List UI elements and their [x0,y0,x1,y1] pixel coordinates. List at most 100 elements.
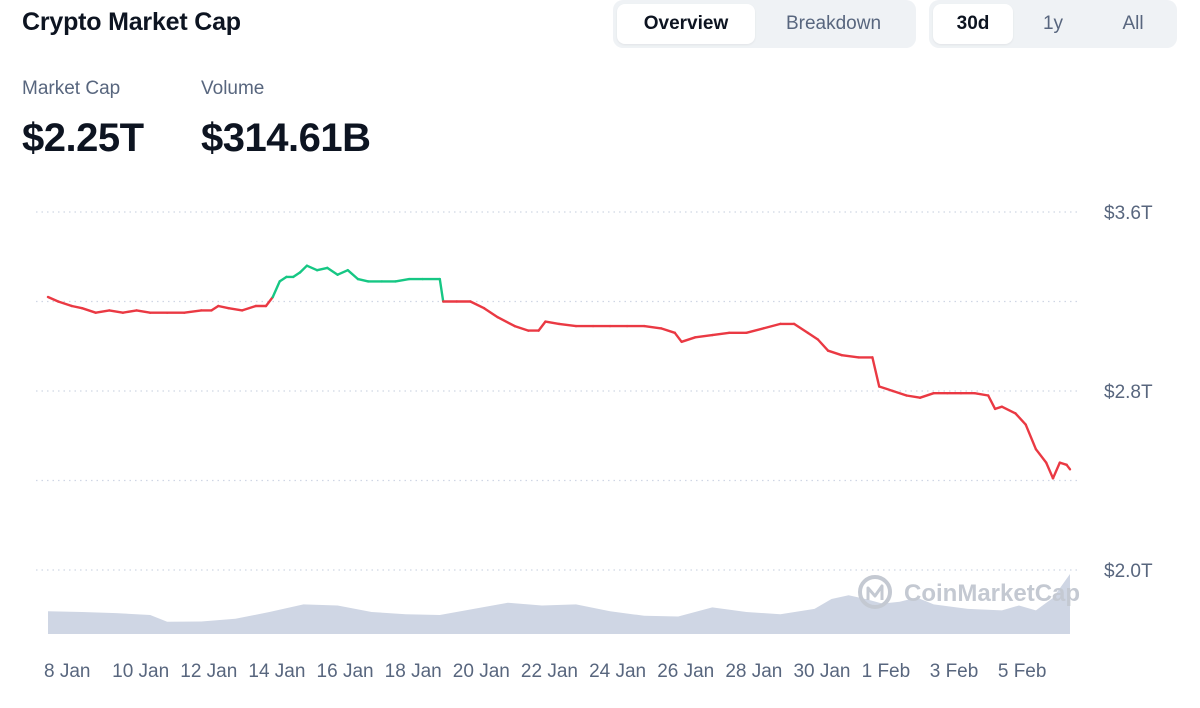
tab-breakdown[interactable]: Breakdown [785,13,882,34]
x-tick-label: 5 Feb [998,661,1047,682]
coinmarketcap-logo-icon [858,575,892,609]
line-segment [496,316,516,328]
line-segment [905,394,922,399]
line-segment [336,269,349,276]
x-tick-label: 24 Jan [589,661,646,682]
volume-area-path [48,574,1070,634]
line-segment [711,331,731,337]
line-segment [1034,448,1048,464]
line-segment [816,338,830,352]
y-tick-label: $3.6T [1104,203,1153,224]
line-segment [46,295,60,303]
x-tick-label: 3 Feb [930,661,979,682]
line-segment [94,309,111,314]
line-segment [973,392,990,397]
line-segment [438,277,445,303]
volume-area [48,574,1070,634]
tab-overview[interactable]: Overview [617,4,755,44]
line-segment [792,322,809,334]
line-segment [271,280,281,299]
line-segment [315,266,329,272]
line-segment [80,307,97,314]
line-segment [694,333,714,339]
line-segment [108,309,125,314]
line-segment [1014,412,1027,426]
price-line [46,264,1072,480]
y-tick-label: $2.8T [1104,382,1153,403]
watermark-text: CoinMarketCap [904,580,1080,607]
x-tick-label: 12 Jan [180,661,237,682]
line-segment [513,324,530,332]
line-segment [840,354,860,359]
range-1y-button[interactable]: 1y [1042,13,1064,34]
line-segment [745,327,765,334]
line-segment [469,300,486,310]
line-segment [643,324,663,330]
market-cap-value: $2.25T [22,116,144,160]
line-segment [356,277,370,283]
x-tick-label: 10 Jan [112,661,169,682]
x-tick-label: 26 Jan [657,661,714,682]
line-segment [537,320,547,332]
line-segment [826,349,843,357]
grid-lines [36,211,1078,571]
x-tick-label: 20 Jan [453,661,510,682]
x-tick-label: 22 Jan [521,661,578,682]
range-all-button[interactable]: All [1122,13,1144,34]
line-segment [918,392,935,399]
line-segment [70,304,84,310]
x-tick-label: 1 Feb [862,661,911,682]
x-tick-label: 8 Jan [44,661,90,682]
x-tick-label: 16 Jan [317,661,374,682]
line-segment [240,304,258,312]
line-segment [1065,463,1072,471]
line-segment [121,309,138,314]
line-segment [1000,405,1017,415]
line-segment [326,266,339,276]
line-segment [135,309,152,314]
line-segment [1051,461,1062,480]
line-segment [227,307,244,312]
line-segment [1044,461,1055,480]
line-segment [482,307,499,319]
market-cap-label: Market Cap [22,78,121,99]
line-segment [557,322,578,328]
line-segment [210,304,220,312]
line-segment [878,385,895,393]
line-segment [394,277,411,283]
line-segment [183,309,203,314]
line-segment [544,320,561,326]
line-segment [987,394,997,411]
range-30d-button[interactable]: 30d [933,4,1013,44]
volume-value: $314.61B [201,116,371,160]
x-tick-label: 30 Jan [793,661,850,682]
line-segment [871,356,881,388]
line-segment [660,327,676,334]
line-segment [891,389,908,397]
line-segment [1024,423,1038,451]
line-segment [278,275,288,283]
y-axis-labels: $3.6T $2.8T $2.0T [1104,203,1153,582]
line-segment [305,264,319,272]
volume-label: Volume [201,78,265,99]
page-title: Crypto Market Cap [22,8,241,36]
y-tick-label: $2.0T [1104,561,1153,582]
line-segment [298,264,309,274]
line-segment [806,331,820,341]
line-segment [292,271,302,279]
line-segment [762,322,782,330]
view-toggle: Overview Breakdown [613,0,916,48]
x-axis-labels: 8 Jan 10 Jan 12 Jan 14 Jan 16 Jan 18 Jan 20 Ja… [44,661,1046,682]
line-segment [217,304,230,310]
line-segment [264,295,274,308]
x-tick-label: 18 Jan [385,661,442,682]
range-toggle: 30d 1y All [929,0,1177,48]
coinmarketcap-watermark: CoinMarketCap [858,575,1080,609]
line-segment [346,269,360,281]
x-tick-label: 28 Jan [725,661,782,682]
line-segment [57,300,74,308]
line-segment [673,331,683,343]
line-segment [680,336,697,343]
x-tick-label: 14 Jan [248,661,305,682]
